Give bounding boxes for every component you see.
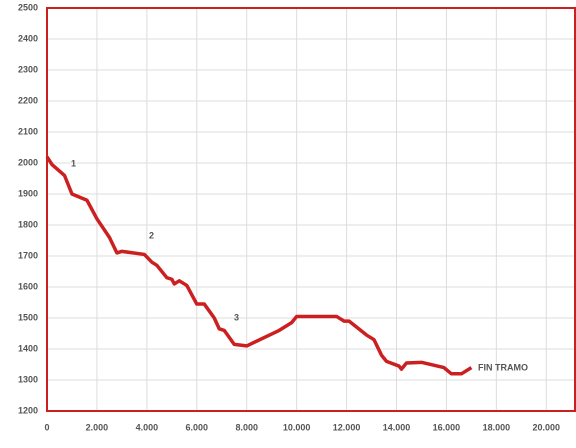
y-tick-label: 1600 bbox=[18, 281, 38, 291]
plot-frame bbox=[46, 7, 576, 412]
annotation: 2 bbox=[149, 230, 154, 240]
y-tick-label: 1900 bbox=[18, 188, 38, 198]
x-tick-label: 16.000 bbox=[433, 422, 461, 432]
y-tick-label: 1300 bbox=[18, 374, 38, 384]
x-tick-label: 0 bbox=[44, 422, 49, 432]
x-tick-label: 6.000 bbox=[186, 422, 209, 432]
annotation: FIN TRAMO bbox=[478, 362, 528, 372]
x-tick-label: 20.000 bbox=[533, 422, 561, 432]
x-tick-label: 8.000 bbox=[235, 422, 258, 432]
y-tick-label: 1800 bbox=[18, 219, 38, 229]
y-tick-label: 1400 bbox=[18, 343, 38, 353]
y-tick-label: 2300 bbox=[18, 64, 38, 74]
y-tick-label: 2500 bbox=[18, 2, 38, 12]
y-tick-label: 1500 bbox=[18, 312, 38, 322]
x-tick-label: 18.000 bbox=[483, 422, 511, 432]
y-tick-label: 2400 bbox=[18, 33, 38, 43]
annotation: 1 bbox=[71, 158, 76, 168]
x-tick-label: 12.000 bbox=[333, 422, 361, 432]
y-tick-label: 2000 bbox=[18, 157, 38, 167]
line bbox=[45, 155, 473, 376]
y-tick-label: 2100 bbox=[18, 126, 38, 136]
y-tick-label: 2200 bbox=[18, 95, 38, 105]
y-tick-label: 1700 bbox=[18, 250, 38, 260]
x-tick-label: 10.000 bbox=[283, 422, 311, 432]
y-tick-label: 1200 bbox=[18, 405, 38, 415]
annotation: 3 bbox=[234, 312, 239, 322]
x-tick-label: 2.000 bbox=[86, 422, 109, 432]
x-tick-label: 14.000 bbox=[383, 422, 411, 432]
x-tick-label: 4.000 bbox=[136, 422, 159, 432]
